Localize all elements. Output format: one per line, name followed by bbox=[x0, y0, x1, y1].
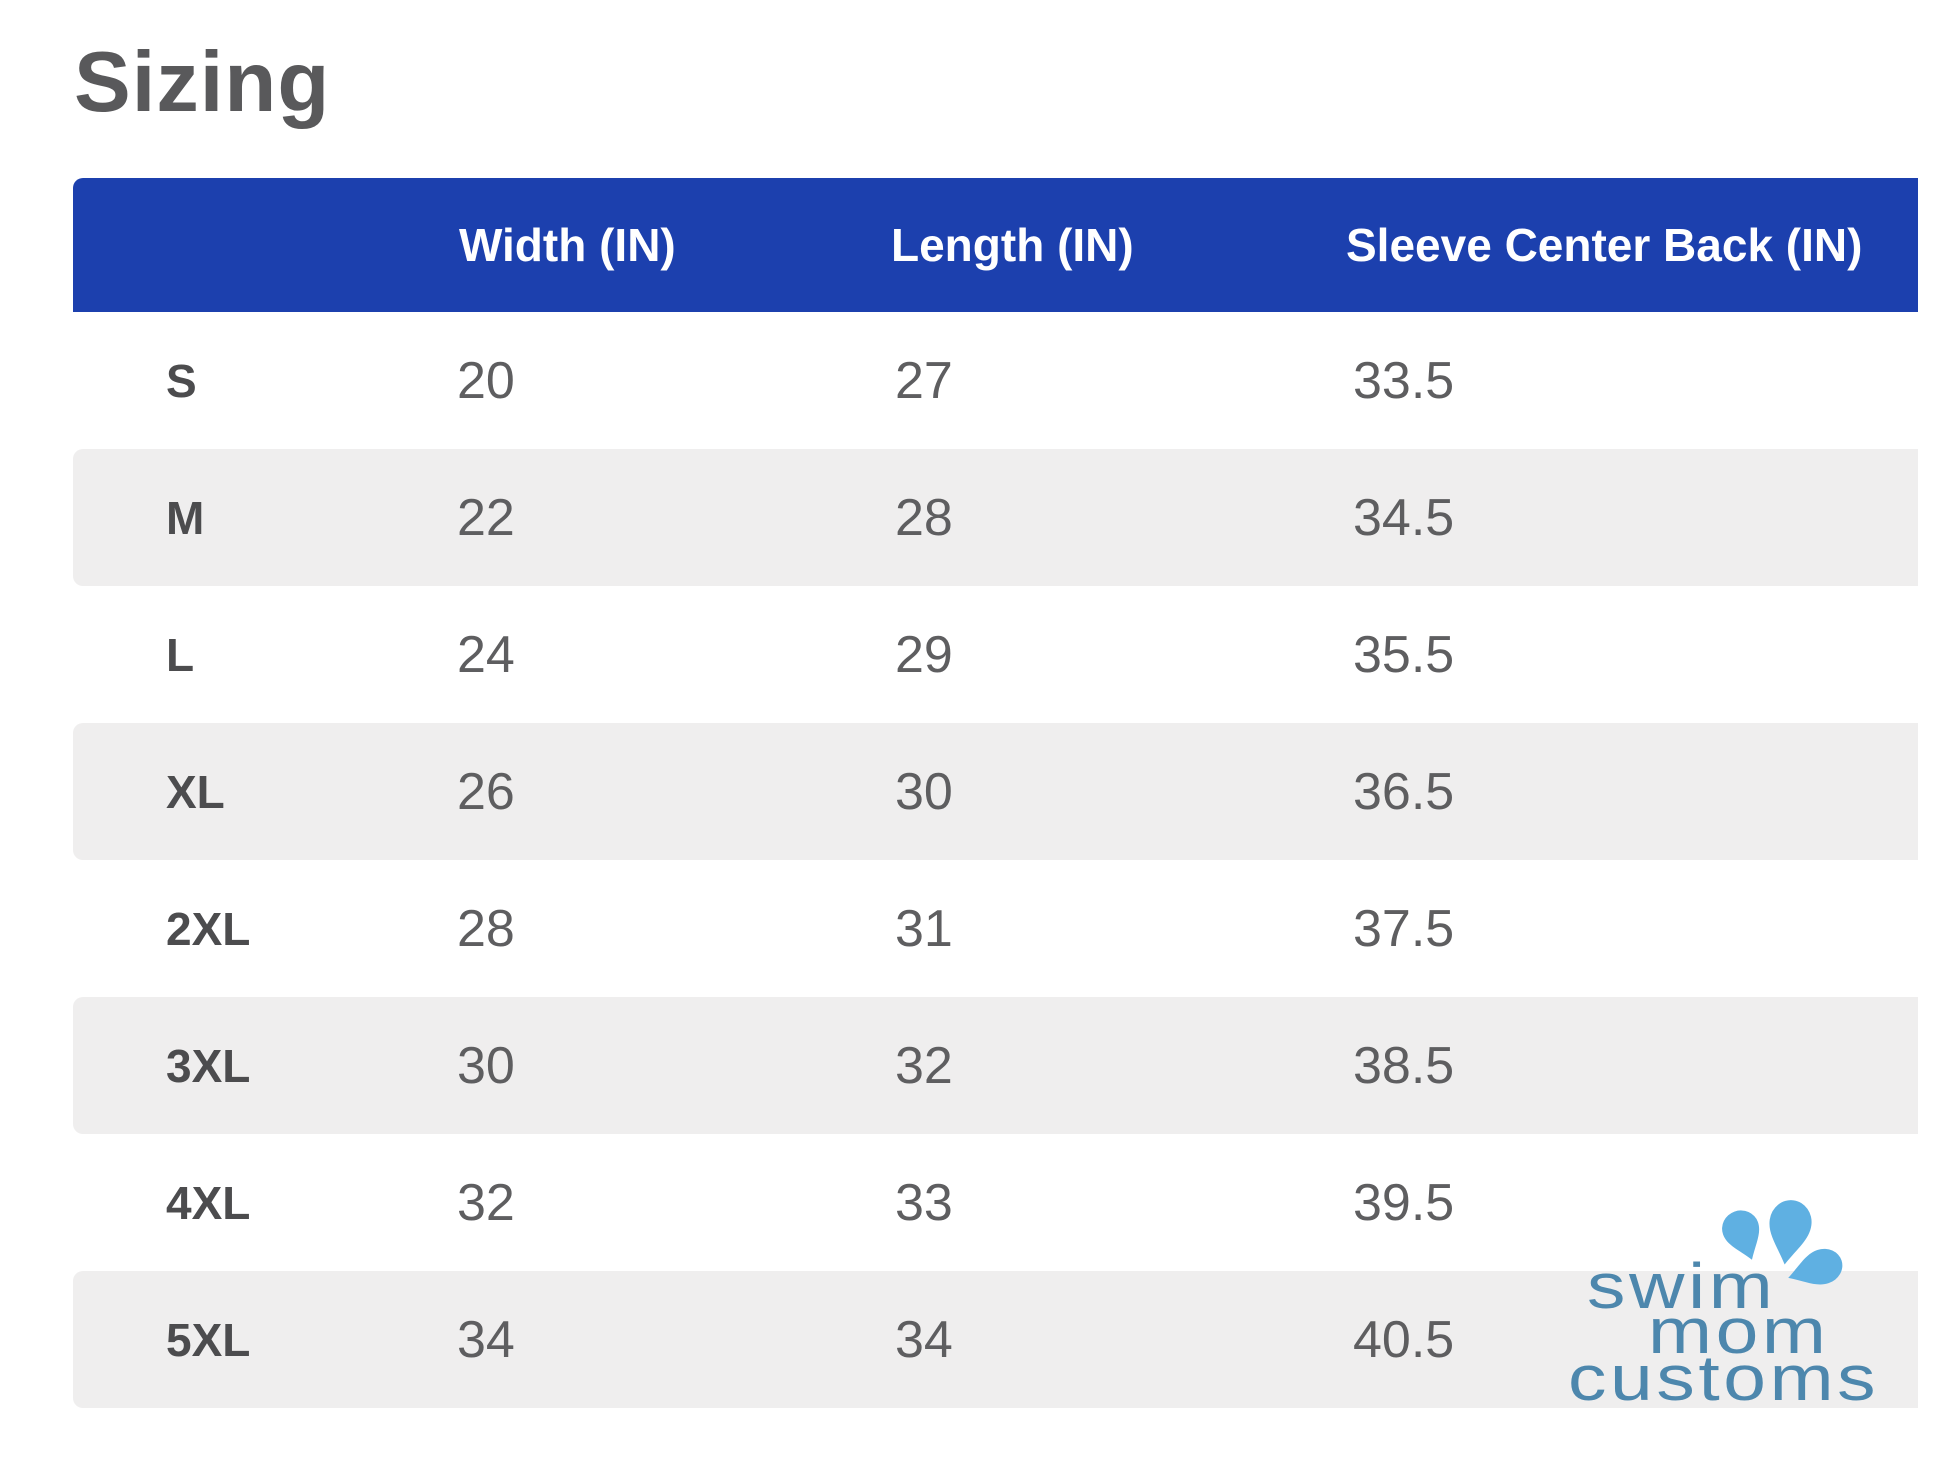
length-value: 33 bbox=[895, 1173, 953, 1232]
table-row: 3XL 30 32 38.5 bbox=[73, 997, 1918, 1134]
width-value: 26 bbox=[457, 762, 515, 821]
table-row: XL 26 30 36.5 bbox=[73, 723, 1918, 860]
length-value: 29 bbox=[895, 625, 953, 684]
column-header-sleeve-center-back: Sleeve Center Back (IN) bbox=[1346, 219, 1863, 271]
table-row: S 20 27 33.5 bbox=[73, 312, 1918, 449]
size-label: M bbox=[166, 491, 205, 544]
sleeve-value: 40.5 bbox=[1353, 1310, 1455, 1369]
sleeve-value: 39.5 bbox=[1353, 1173, 1455, 1232]
size-label: XL bbox=[166, 765, 225, 818]
table-header-row: Width (IN) Length (IN) Sleeve Center Bac… bbox=[73, 178, 1918, 312]
sleeve-value: 34.5 bbox=[1353, 488, 1455, 547]
width-value: 32 bbox=[457, 1173, 515, 1232]
width-value: 24 bbox=[457, 625, 515, 684]
length-value: 30 bbox=[895, 762, 953, 821]
length-value: 31 bbox=[895, 899, 953, 958]
size-label: 3XL bbox=[166, 1039, 251, 1092]
sizing-table: Width (IN) Length (IN) Sleeve Center Bac… bbox=[73, 178, 1918, 1408]
table-row: M 22 28 34.5 bbox=[73, 449, 1918, 586]
sleeve-value: 35.5 bbox=[1353, 625, 1455, 684]
length-value: 34 bbox=[895, 1310, 953, 1369]
table-row: L 24 29 35.5 bbox=[73, 586, 1918, 723]
table-row: 2XL 28 31 37.5 bbox=[73, 860, 1918, 997]
column-header-width: Width (IN) bbox=[459, 219, 676, 271]
size-label: S bbox=[166, 354, 197, 407]
size-label: 5XL bbox=[166, 1313, 251, 1366]
length-value: 28 bbox=[895, 488, 953, 547]
table-row: 4XL 32 33 39.5 bbox=[73, 1134, 1918, 1271]
width-value: 34 bbox=[457, 1310, 515, 1369]
table-row: 5XL 34 34 40.5 bbox=[73, 1271, 1918, 1408]
sleeve-value: 33.5 bbox=[1353, 351, 1455, 410]
width-value: 20 bbox=[457, 351, 515, 410]
size-label: 4XL bbox=[166, 1176, 251, 1229]
size-label: 2XL bbox=[166, 902, 251, 955]
page-title: Sizing bbox=[74, 35, 331, 130]
length-value: 27 bbox=[895, 351, 953, 410]
column-header-length: Length (IN) bbox=[891, 219, 1134, 271]
table-body: S 20 27 33.5 M 22 28 34.5 L 24 29 35.5 X… bbox=[73, 312, 1918, 1408]
width-value: 22 bbox=[457, 488, 515, 547]
sleeve-value: 38.5 bbox=[1353, 1036, 1455, 1095]
width-value: 30 bbox=[457, 1036, 515, 1095]
sleeve-value: 37.5 bbox=[1353, 899, 1455, 958]
size-label: L bbox=[166, 628, 195, 681]
width-value: 28 bbox=[457, 899, 515, 958]
sleeve-value: 36.5 bbox=[1353, 762, 1455, 821]
length-value: 32 bbox=[895, 1036, 953, 1095]
